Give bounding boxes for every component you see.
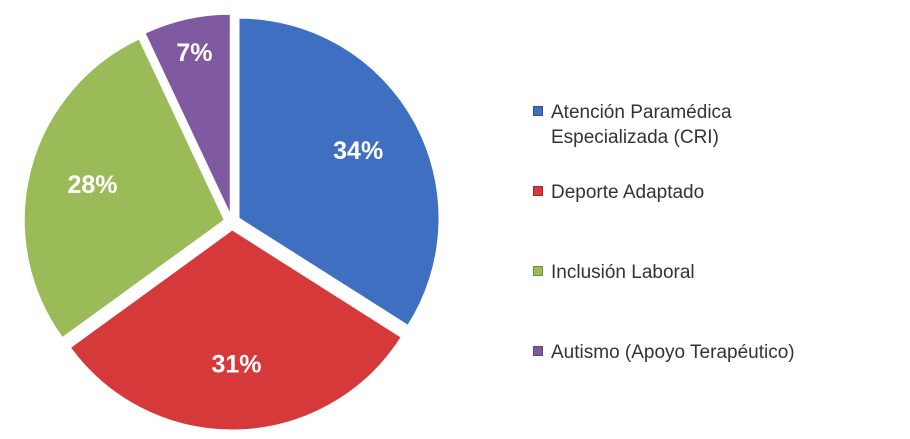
pie-slice — [238, 17, 440, 327]
slice-label: 28% — [68, 171, 118, 199]
slice-label: 7% — [176, 39, 212, 67]
slice-label: 34% — [333, 137, 383, 165]
legend-swatch — [533, 266, 543, 276]
legend-label: Inclusión Laboral — [551, 262, 695, 283]
legend-item: Autismo (Apoyo Terapéutico) — [533, 340, 795, 365]
legend-label: Autismo (Apoyo Terapéutico) — [551, 342, 795, 363]
legend-item: Atención Paramédica Especializada (CRI) — [533, 100, 841, 150]
legend-item: Deporte Adaptado — [533, 180, 704, 205]
legend-label: Deporte Adaptado — [551, 182, 705, 203]
legend-swatch — [533, 186, 543, 196]
pie-chart: 34% 31% 28% 7% — [23, 13, 440, 431]
pie-slice — [69, 229, 402, 431]
legend: Atención Paramédica Especializada (CRI) D… — [533, 0, 910, 439]
pie-slice — [144, 13, 231, 215]
legend-item: Inclusión Laboral — [533, 260, 695, 285]
legend-swatch — [533, 346, 543, 356]
slice-label: 31% — [211, 351, 261, 379]
legend-label: Atención Paramédica Especializada (CRI) — [551, 102, 732, 148]
pie-slice — [23, 38, 225, 339]
legend-swatch — [533, 106, 543, 116]
